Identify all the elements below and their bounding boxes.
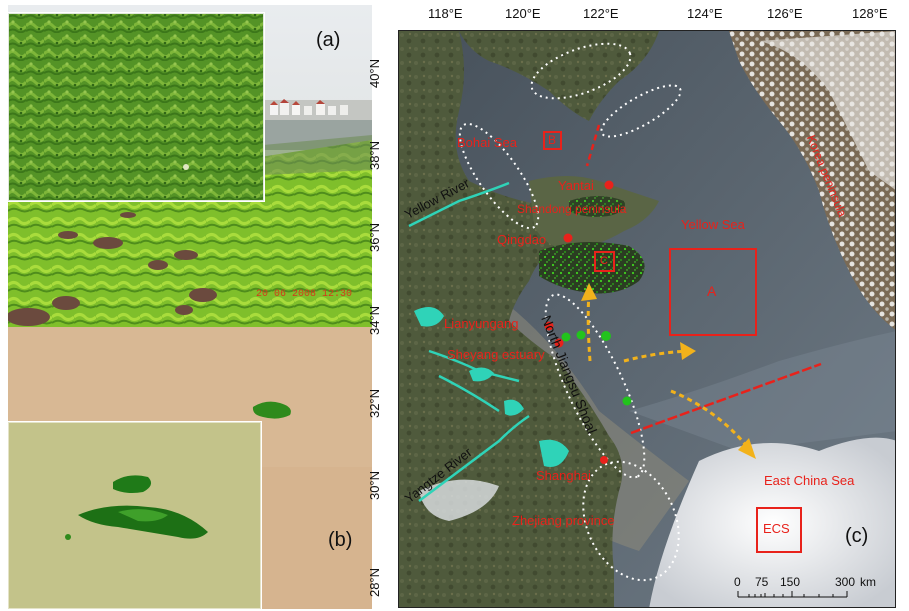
floating-algae-photo (8, 327, 372, 609)
box-ecs-outline (756, 507, 802, 553)
lat-tick: 32°N (367, 388, 383, 419)
lat-tick: 28°N (367, 567, 383, 598)
scale-label: 75 (755, 575, 769, 589)
label-qingdao: Qingdao (497, 232, 547, 247)
sampling-sites (561, 330, 632, 406)
label-box-c: C (600, 255, 608, 267)
lon-tick: 122°E (583, 6, 619, 21)
panel-a-photo: (a) 20 06 2008 12:30 (8, 5, 372, 327)
arrow-heads (581, 283, 756, 459)
algae-beach-photo (8, 5, 372, 327)
scale-label: 300 (835, 575, 856, 589)
label-bohai-sea: Bohai Sea (457, 135, 517, 150)
label-zhejiang: Zhejiang province (512, 513, 615, 528)
lat-tick: 34°N (367, 305, 383, 336)
box-a-outline (669, 248, 757, 336)
satellite-image (399, 31, 895, 607)
photo-timestamp: 20 06 2008 12:30 (256, 289, 353, 300)
drift-arrows (586, 292, 751, 450)
mainland-china (399, 31, 623, 607)
scale-unit: km (860, 575, 876, 589)
label-sheyang: Sheyang estuary (447, 347, 545, 362)
lon-tick: 118°E (428, 6, 463, 21)
label-shanghai: Shanghai (536, 468, 591, 483)
scale-label: 150 (780, 575, 801, 589)
scale-label: 0 (734, 575, 741, 589)
lon-tick: 128°E (852, 6, 888, 21)
label-shandong: Shandong peninsula (517, 202, 627, 216)
lat-tick: 40°N (367, 58, 383, 89)
floating-algae-patch (252, 401, 291, 419)
panel-b-photo: (b) (8, 327, 372, 609)
lon-tick: 126°E (767, 6, 803, 21)
label-box-a: A (707, 283, 717, 299)
label-yantai: Yantai (558, 178, 594, 193)
label-box-b: B (548, 133, 557, 147)
panel-c-label: (c) (845, 525, 869, 547)
study-boxes (543, 131, 802, 553)
label-east-china-sea: East China Sea (764, 473, 855, 488)
cloud-cover (649, 437, 895, 607)
city-markers (544, 180, 614, 464)
label-lianyungang: Lianyungang (444, 316, 519, 331)
transect-lines (585, 124, 822, 435)
lon-tick: 124°E (687, 6, 723, 21)
lat-tick: 36°N (367, 222, 383, 253)
scale-bar (737, 591, 848, 598)
lon-tick: 120°E (505, 6, 541, 21)
algae-bloom (539, 242, 645, 294)
panel-a-label: (a) (316, 29, 341, 51)
label-box-ecs: ECS (763, 521, 790, 536)
label-yellow-sea: Yellow Sea (681, 217, 745, 232)
satellite-map: Bohai Sea B Yantai Shandong peninsula Ye… (398, 30, 896, 608)
panel-b-label: (b) (328, 529, 353, 551)
lat-tick: 38°N (367, 140, 383, 171)
lakes (414, 307, 569, 467)
inset-algae-closeup (8, 12, 265, 202)
distant-buildings (270, 99, 348, 115)
lat-tick: 30°N (367, 470, 383, 501)
dotted-outlines (458, 42, 682, 582)
rocks (8, 212, 217, 326)
